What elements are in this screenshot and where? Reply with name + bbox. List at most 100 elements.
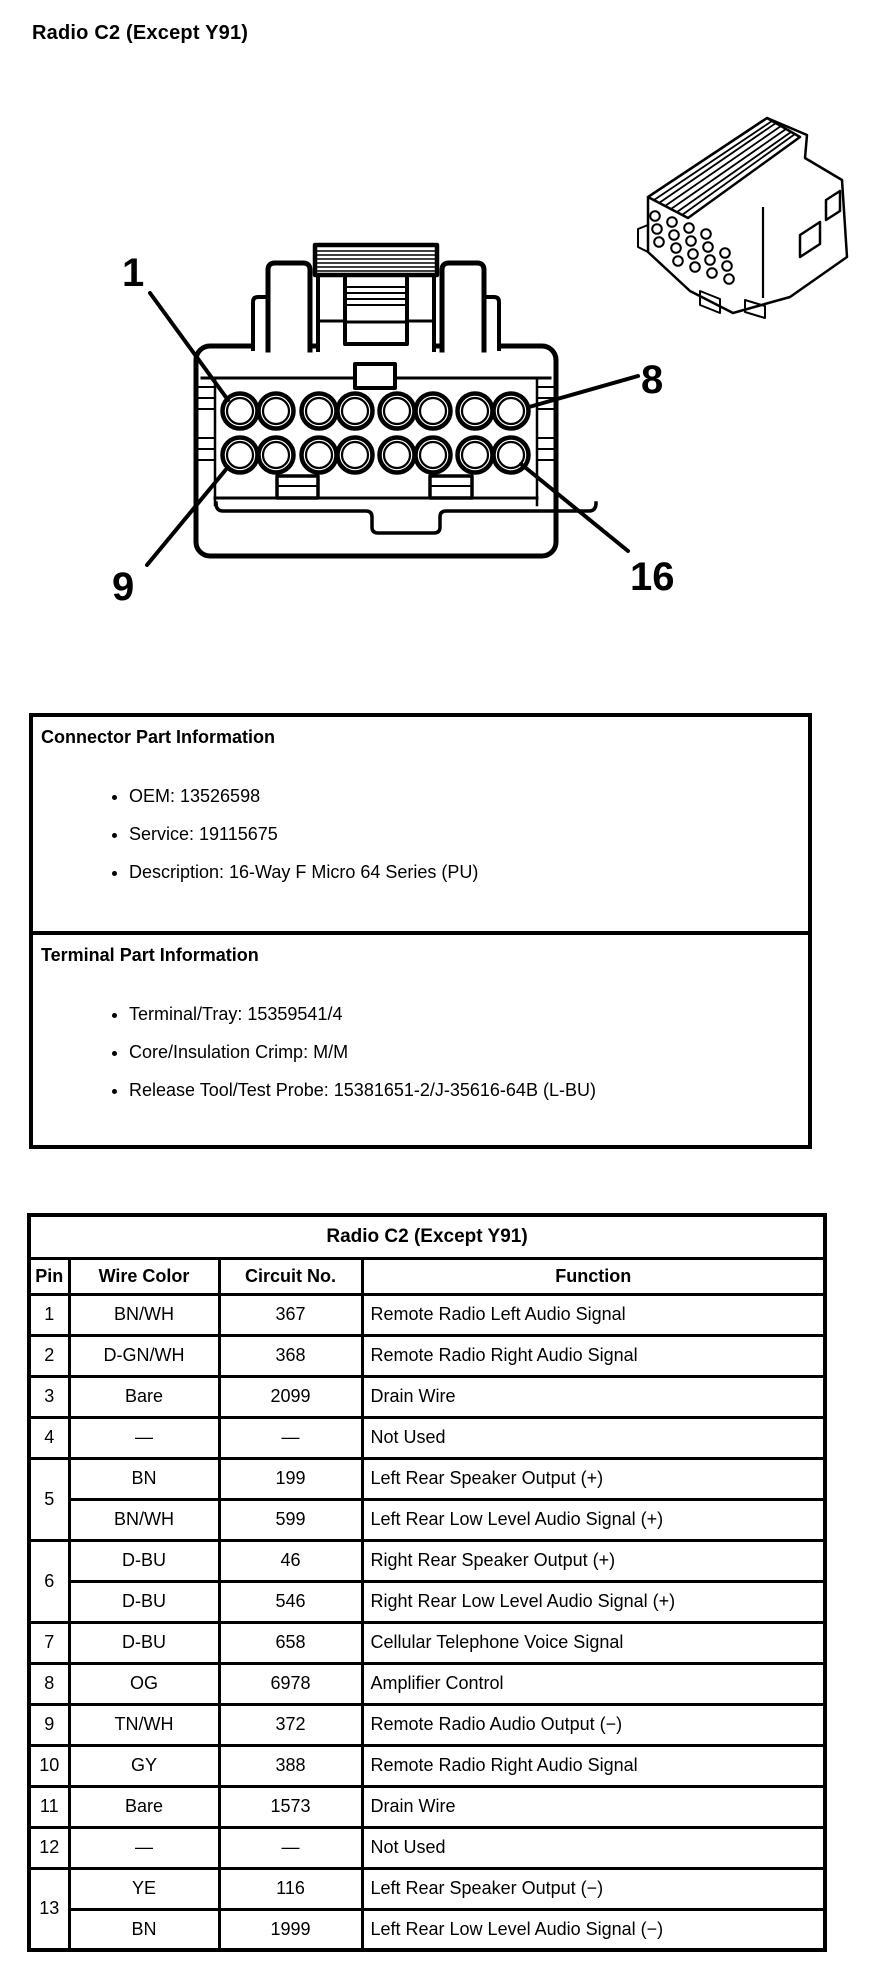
pinout-row: BN/WH 599 Left Rear Low Level Audio Signal… (29, 1497, 827, 1542)
cell-wire-color: — (67, 1415, 221, 1460)
lock-side-walls (316, 272, 436, 352)
cell-pin: 2 (27, 1333, 71, 1378)
callout-line-pin1 (148, 291, 230, 402)
iso-lock-cover (646, 116, 802, 220)
cell-circuit-no: 658 (217, 1620, 364, 1665)
cell-pin: 9 (27, 1702, 71, 1747)
cell-circuit-no: 2099 (217, 1374, 364, 1419)
pinout-row: 13 YE 116 Left Rear Speaker Output (−) (27, 1866, 827, 1952)
connector-info-item: Description: 16-Way F Micro 64 Series (P… (129, 862, 798, 883)
pin1-label: 1 (122, 251, 144, 295)
cell-function: Left Rear Low Level Audio Signal (+) (360, 1497, 827, 1542)
pin-cavity (496, 440, 526, 470)
callout-line-pin9 (145, 465, 230, 567)
cell-function: Remote Radio Right Audio Signal (360, 1333, 827, 1378)
iso-side-window-1 (798, 220, 822, 259)
column-header-wire-color: Wire Color (67, 1256, 221, 1296)
pinout-table-header-row: Pin Wire Color Circuit No. Function (27, 1256, 827, 1296)
cell-circuit-no: 368 (217, 1333, 364, 1378)
left-tower (265, 260, 313, 353)
cell-pin: 13 (27, 1866, 71, 1952)
pinout-row: 10 GY 388 Remote Radio Right Audio Signal (27, 1743, 827, 1788)
cell-wire-color: GY (67, 1743, 221, 1788)
left-edge-ticks (197, 386, 216, 461)
pin-cavity (460, 396, 490, 426)
cell-function: Right Rear Low Level Audio Signal (+) (360, 1579, 827, 1624)
pinout-table: Radio C2 (Except Y91) Pin Wire Color Circu… (27, 1213, 828, 1952)
pin-cavity (261, 440, 291, 470)
cell-wire-color: Bare (67, 1374, 221, 1419)
cell-wire-color: BN (67, 1907, 221, 1952)
cell-wire-color: — (67, 1825, 221, 1870)
cell-pin: 4 (27, 1415, 71, 1460)
iso-hole (704, 254, 716, 266)
pin-cavity (491, 391, 531, 431)
pin-cavity (225, 440, 255, 470)
iso-hole (668, 229, 680, 241)
right-edge-ticks (536, 386, 555, 461)
iso-mounting-feet (699, 290, 766, 319)
cell-circuit-no: — (217, 1415, 364, 1460)
cell-circuit-no: 388 (217, 1743, 364, 1788)
pin-cavity (225, 396, 255, 426)
pin-cavity (261, 396, 291, 426)
pin16-label: 16 (630, 555, 675, 599)
iso-hole (653, 236, 665, 248)
pinout-row: 3 Bare 2099 Drain Wire (27, 1374, 827, 1419)
cell-pin: 10 (27, 1743, 71, 1788)
pinout-row: 2 D-GN/WH 368 Remote Radio Right Audio Sign… (27, 1333, 827, 1378)
cell-pin: 8 (27, 1661, 71, 1706)
pin-cavity (304, 396, 334, 426)
iso-hole (700, 228, 712, 240)
cell-circuit-no: 367 (217, 1292, 364, 1337)
pin-cavity (335, 435, 375, 475)
iso-side-window-2 (824, 189, 842, 222)
cell-circuit-no: 6978 (217, 1661, 364, 1706)
cell-function: Right Rear Speaker Output (+) (360, 1538, 827, 1583)
terminal-part-info-section: Terminal Part Information Terminal/Tray:… (33, 931, 808, 1145)
pin-cavity (418, 396, 448, 426)
iso-hole (651, 223, 663, 235)
pinout-row: 5 BN 199 Left Rear Speaker Output (+) (27, 1456, 827, 1542)
cell-pin: 1 (27, 1292, 71, 1337)
cell-circuit-no: 116 (217, 1866, 364, 1911)
iso-hole (672, 255, 684, 267)
cell-wire-color: Bare (67, 1784, 221, 1829)
cell-pin: 6 (27, 1538, 71, 1624)
part-information-box: Connector Part Information OEM: 13526598… (29, 713, 812, 1149)
cell-wire-color: OG (67, 1661, 221, 1706)
callout-line-pin8 (527, 374, 640, 409)
pin-cavity-grid (220, 391, 531, 475)
cell-pin: 11 (27, 1784, 71, 1829)
terminal-info-item: Release Tool/Test Probe: 15381651-2/J-35… (129, 1080, 798, 1101)
right-tower (439, 260, 487, 353)
cell-wire-color: TN/WH (67, 1702, 221, 1747)
iso-hole (649, 210, 661, 222)
terminal-info-item: Terminal/Tray: 15359541/4 (129, 1004, 798, 1025)
pin-cavity (256, 391, 296, 431)
pinout-row: 7 D-BU 658 Cellular Telephone Voice Signal (27, 1620, 827, 1665)
pinout-row: 4— — Not Used (27, 1415, 827, 1460)
cell-function: Drain Wire (360, 1374, 827, 1419)
iso-hole (683, 222, 695, 234)
iso-hole (721, 260, 733, 272)
pinout-row: D-BU 546 Right Rear Low Level Audio Signal… (29, 1579, 827, 1624)
pinout-table-title: Radio C2 (Except Y91) (27, 1213, 827, 1260)
pinout-row: 9 TN/WH 372 Remote Radio Audio Output (−) (27, 1702, 827, 1747)
iso-silhouette (646, 116, 849, 315)
connector-part-info-title: Connector Part Information (41, 727, 276, 747)
cell-pin: 7 (27, 1620, 71, 1665)
cell-function: Remote Radio Audio Output (−) (360, 1702, 827, 1747)
cell-wire-color: YE (67, 1866, 221, 1911)
pin-cavity (256, 435, 296, 475)
connector-diagram: 1 8 9 16 (112, 116, 849, 609)
cell-wire-color: BN (67, 1456, 221, 1501)
pin-cavity (382, 396, 412, 426)
bottom-skirt (214, 501, 598, 535)
cell-function: Left Rear Low Level Audio Signal (−) (360, 1907, 827, 1952)
lock-tab-serrations (316, 250, 436, 272)
cell-function: Remote Radio Right Audio Signal (360, 1743, 827, 1788)
connector-info-item: OEM: 13526598 (129, 786, 798, 807)
lock-tongue (343, 272, 409, 346)
